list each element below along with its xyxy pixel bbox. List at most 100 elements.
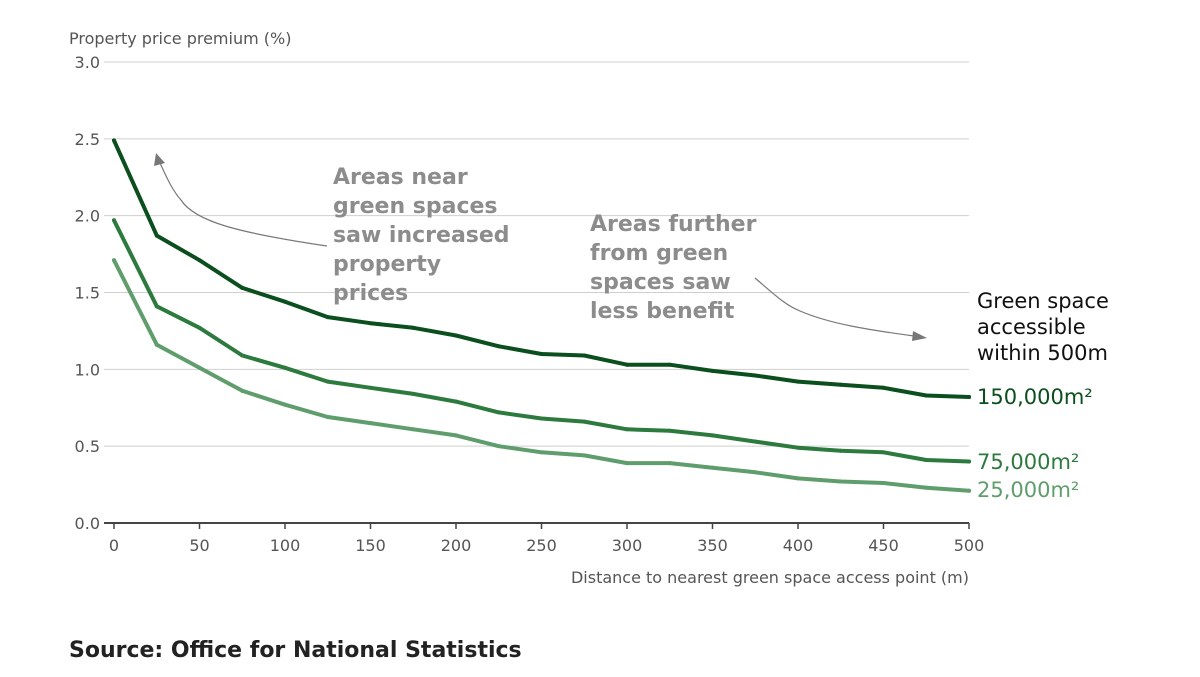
data-point [967, 459, 971, 464]
x-tick-label: 250 [526, 536, 557, 555]
data-point [240, 388, 245, 393]
data-point [283, 299, 287, 304]
data-point [967, 488, 971, 493]
data-point [796, 445, 800, 450]
series-labels: 150,000m² 75,000m² 25,000m² [977, 385, 1093, 502]
data-point [753, 373, 758, 378]
legend-title-line-1: Green space [977, 289, 1109, 313]
y-tick-label: 1.5 [75, 284, 100, 303]
legend-title-line-3: within 500m [977, 341, 1108, 365]
data-point [283, 365, 287, 370]
y-tick-label: 1.0 [75, 360, 100, 379]
series-label: 150,000m² [977, 385, 1093, 409]
data-point [625, 427, 629, 432]
data-point [667, 428, 672, 433]
data-point [197, 258, 202, 263]
data-point [924, 485, 929, 490]
line-chart: 0.0 0.5 1.0 1.5 2.0 2.5 3.0 0 50 100 150 200 250 300… [69, 29, 1109, 587]
y-tick-label: 0.5 [75, 437, 100, 456]
annotation-near: Areas near green spaces saw increased pr… [154, 153, 510, 306]
gridlines [104, 61, 969, 447]
data-point [325, 379, 330, 384]
data-point [667, 362, 672, 367]
data-point [112, 138, 116, 143]
data-point [454, 399, 458, 404]
series-2 [112, 258, 971, 493]
source-note: Source: Office for National Statistics [69, 638, 522, 663]
data-point [796, 476, 800, 481]
data-point [710, 465, 715, 470]
data-point [539, 416, 544, 421]
y-tick-label: 2.0 [75, 207, 100, 226]
series-label: 75,000m² [977, 450, 1079, 474]
data-point [838, 479, 843, 484]
data-point [881, 450, 886, 455]
data-point [240, 285, 245, 290]
data-point [625, 461, 629, 466]
data-point [197, 325, 202, 330]
data-point [625, 362, 629, 367]
data-point [112, 218, 116, 223]
data-point [283, 402, 287, 407]
x-tick-label: 150 [355, 536, 386, 555]
x-axis: 0 50 100 150 200 250 300 350 400 450 500 [104, 522, 985, 555]
annotation-near-arrowhead [154, 153, 165, 166]
data-point [710, 368, 715, 373]
series-label: 25,000m² [977, 478, 1079, 502]
data-point [838, 382, 843, 387]
data-point [838, 448, 843, 453]
legend: Green space accessible within 500m [977, 289, 1109, 365]
data-point [197, 365, 202, 370]
y-tick-label: 2.5 [75, 130, 100, 149]
x-tick-label: 300 [612, 536, 643, 555]
annotation-near-line-3: saw increased [333, 223, 510, 248]
series-line [112, 218, 971, 464]
data-point [240, 353, 245, 358]
data-point [411, 325, 416, 330]
annotation-further-arrowhead [912, 331, 927, 341]
annotation-near-arrow-line [159, 162, 328, 247]
x-tick-label: 100 [270, 536, 301, 555]
annotation-further-line-2: from green [590, 241, 728, 266]
data-point [710, 433, 715, 438]
data-point [582, 419, 587, 424]
data-point [582, 353, 587, 358]
series-line [112, 138, 971, 399]
series-0 [112, 138, 971, 399]
data-point [881, 385, 886, 390]
x-tick-label: 350 [697, 536, 728, 555]
x-tick-label: 500 [954, 536, 985, 555]
annotation-further: Areas further from green spaces saw less… [590, 212, 927, 341]
x-tick-label: 400 [783, 536, 814, 555]
data-point [753, 470, 758, 475]
annotation-near-line-4: property [333, 252, 441, 277]
legend-title-line-2: accessible [977, 315, 1086, 339]
annotation-further-line-3: spaces saw [590, 270, 731, 295]
data-point [454, 433, 458, 438]
data-point [368, 321, 373, 326]
y-axis-title: Property price premium (%) [69, 29, 291, 48]
data-point [796, 379, 800, 384]
x-axis-title: Distance to nearest green space access p… [571, 568, 969, 587]
data-point [881, 481, 886, 486]
data-point [112, 258, 116, 263]
data-point [154, 233, 159, 238]
annotation-further-arrow-line [754, 277, 915, 337]
annotation-near-line-2: green spaces [333, 194, 498, 219]
y-axis-ticks: 0.0 0.5 1.0 1.5 2.0 2.5 3.0 [75, 53, 100, 533]
data-point [325, 315, 330, 320]
data-point [411, 391, 416, 396]
annotation-near-line-1: Areas near [333, 165, 468, 190]
y-tick-label: 0.0 [75, 514, 100, 533]
data-point [496, 444, 501, 449]
data-point [924, 393, 929, 398]
data-point [368, 385, 373, 390]
series-lines [112, 138, 971, 493]
y-tick-label: 3.0 [75, 53, 100, 72]
x-tick-label: 450 [868, 536, 899, 555]
series-1 [112, 218, 971, 464]
annotation-further-line-1: Areas further [590, 212, 757, 237]
data-point [496, 344, 501, 349]
data-point [154, 342, 159, 347]
x-tick-label: 50 [189, 536, 209, 555]
